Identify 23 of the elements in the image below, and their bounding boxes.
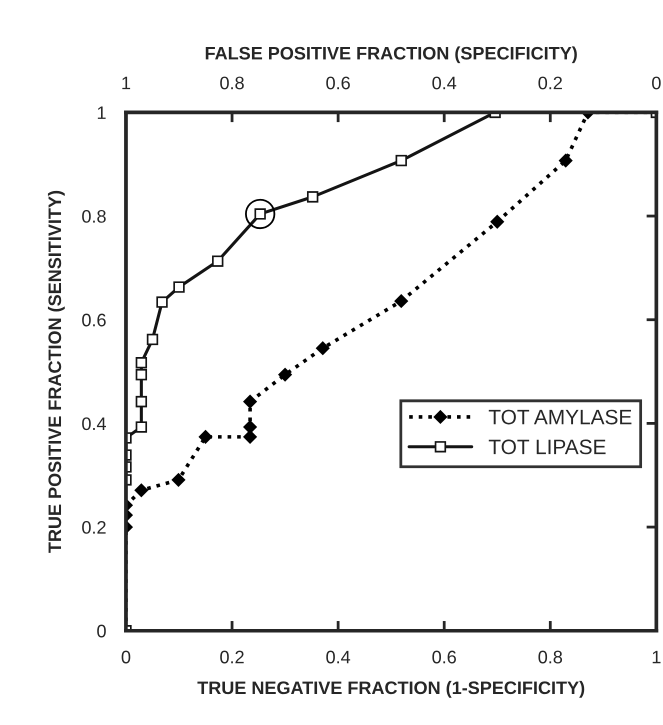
x-tick-label: 0.8 — [538, 650, 562, 664]
x-tick-label: 0.2 — [220, 650, 244, 664]
x2-tick-label: 0.4 — [432, 76, 456, 90]
x-tick-label: 0 — [122, 650, 130, 664]
y-tick-label: 0.8 — [82, 210, 106, 223]
y-axis-title: TRUE POSITIVE FRACTION (SENSITIVITY) — [48, 190, 65, 553]
x2-tick-label: 0.2 — [538, 76, 562, 90]
y-tick-label: 0.6 — [82, 314, 106, 326]
legend-label: TOT AMYLASE — [488, 410, 632, 424]
x2-tick-label: 1 — [122, 76, 130, 90]
y-tick-label: 0 — [97, 624, 106, 638]
legend-label: TOT LIPASE — [488, 440, 606, 454]
x-axis-title: TRUE NEGATIVE FRACTION (1-SPECIFICITY) — [197, 680, 584, 698]
x2-tick-label: 0.8 — [220, 76, 244, 90]
x-tick-label: 0.6 — [432, 650, 456, 664]
y-tick-label: 0.2 — [82, 521, 106, 534]
x2-axis-title: FALSE POSITIVE FRACTION (SPECIFICITY) — [206, 46, 577, 64]
y-tick-label: 1 — [98, 106, 106, 119]
y-tick-label: 0.4 — [82, 417, 106, 430]
x2-tick-label: 0.6 — [326, 76, 350, 90]
x-tick-label: 1 — [652, 650, 661, 664]
x2-tick-label: 0 — [652, 76, 661, 90]
x-tick-label: 0.4 — [326, 650, 350, 664]
